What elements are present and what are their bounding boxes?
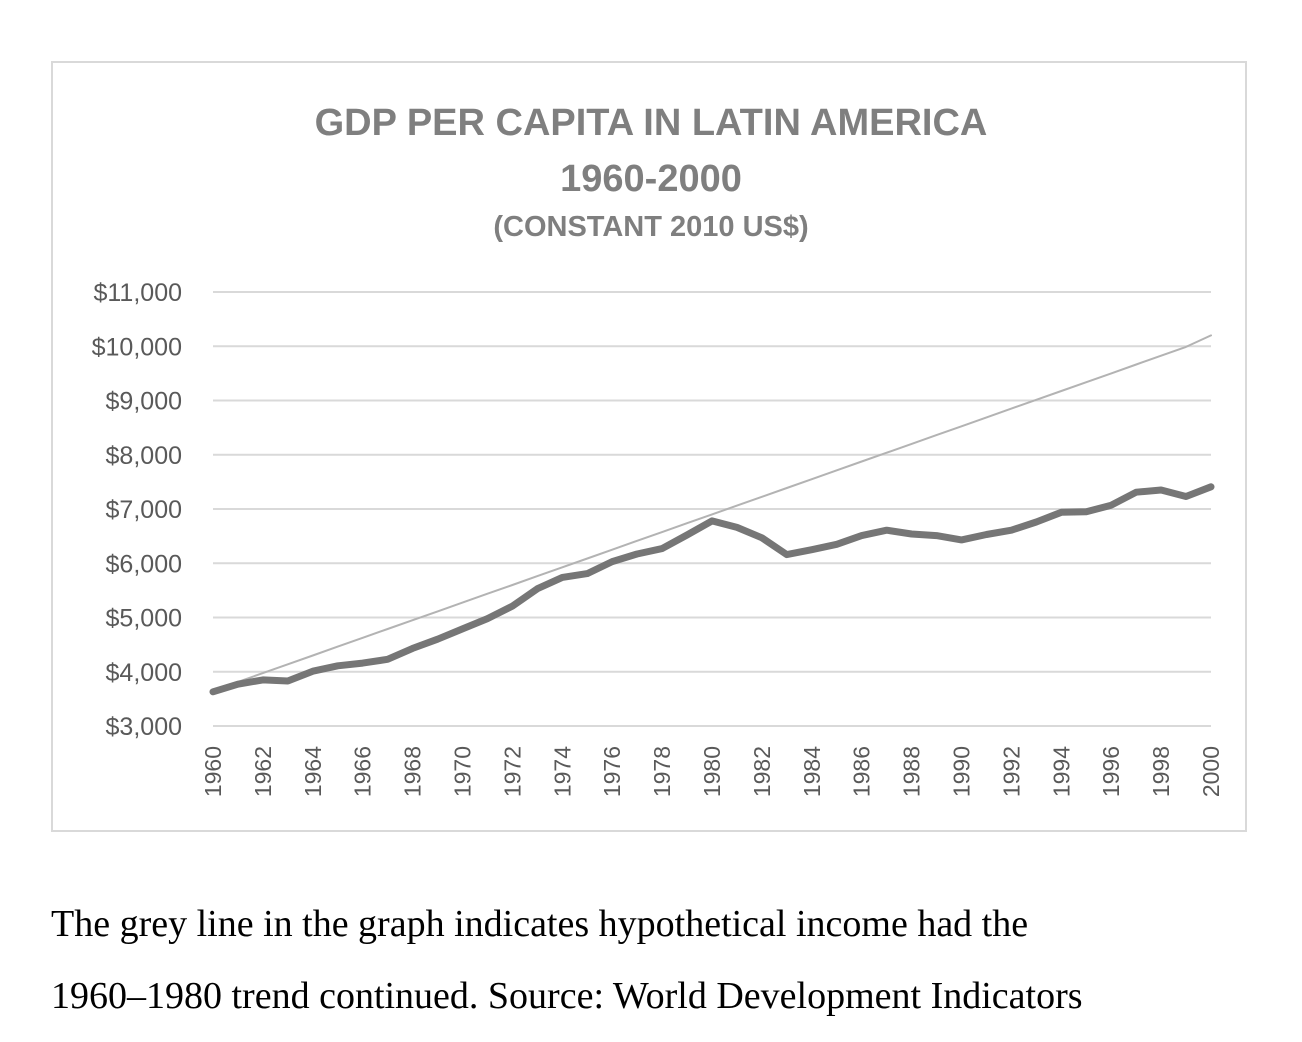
grid-layer — [213, 291, 1211, 727]
x-tick-label: 1972 — [499, 746, 525, 797]
x-tick-label: 1974 — [549, 746, 575, 797]
y-tick-label: $7,000 — [106, 496, 182, 524]
x-tick-label: 1996 — [1098, 746, 1124, 797]
y-tick-label: $8,000 — [106, 442, 182, 470]
x-tick-layer: 1960 1962 1964 1966 1968 1970 1972 1974 1976 1978… — [200, 746, 1224, 797]
x-tick-label: 1988 — [899, 746, 925, 797]
figure-caption: The grey line in the graph indicates hyp… — [51, 888, 1281, 1032]
x-tick-label: 1978 — [649, 746, 675, 797]
caption-line-1: The grey line in the graph indicates hyp… — [51, 903, 1029, 945]
x-tick-label: 1980 — [699, 746, 725, 797]
x-tick-label: 2000 — [1198, 746, 1224, 797]
y-tick-label: $9,000 — [106, 388, 182, 416]
y-tick-label: $11,000 — [93, 279, 182, 307]
y-tick-label: $10,000 — [92, 333, 182, 361]
x-tick-label: 1964 — [300, 746, 326, 797]
chart-subtitle: (CONSTANT 2010 US$) — [493, 211, 808, 243]
x-tick-label: 1990 — [949, 746, 975, 797]
x-tick-label: 1976 — [599, 746, 625, 797]
chart-title-years: 1960-2000 — [560, 158, 742, 200]
caption-line-2: 1960–1980 trend continued. Source: World… — [51, 975, 1083, 1017]
chart-title: GDP PER CAPITA IN LATIN AMERICA — [315, 102, 988, 144]
y-tick-label: $5,000 — [106, 605, 182, 633]
x-tick-label: 1966 — [350, 746, 376, 797]
x-tick-label: 1960 — [200, 746, 226, 797]
chart-svg: GDP PER CAPITA IN LATIN AMERICA 1960-200… — [92, 102, 1224, 797]
x-tick-label: 1994 — [1048, 746, 1074, 797]
series-line-actual — [209, 483, 1215, 696]
series-line-trend — [212, 334, 1212, 692]
x-tick-label: 1962 — [250, 746, 276, 797]
y-tick-label: $3,000 — [106, 713, 182, 741]
x-tick-label: 1992 — [998, 746, 1024, 797]
y-tick-layer: $3,000 $4,000 $5,000 $6,000 $7,000 $8,000 $9,0… — [92, 279, 182, 741]
x-tick-label: 1982 — [749, 746, 775, 797]
x-tick-label: 1984 — [799, 746, 825, 797]
x-tick-label: 1986 — [849, 746, 875, 797]
x-tick-label: 1968 — [400, 746, 426, 797]
x-tick-label: 1998 — [1148, 746, 1174, 797]
x-tick-label: 1970 — [450, 746, 476, 797]
y-tick-label: $4,000 — [106, 659, 182, 687]
chart-frame: GDP PER CAPITA IN LATIN AMERICA 1960-200… — [51, 61, 1247, 832]
y-tick-label: $6,000 — [106, 550, 182, 578]
series-layer — [209, 334, 1215, 696]
